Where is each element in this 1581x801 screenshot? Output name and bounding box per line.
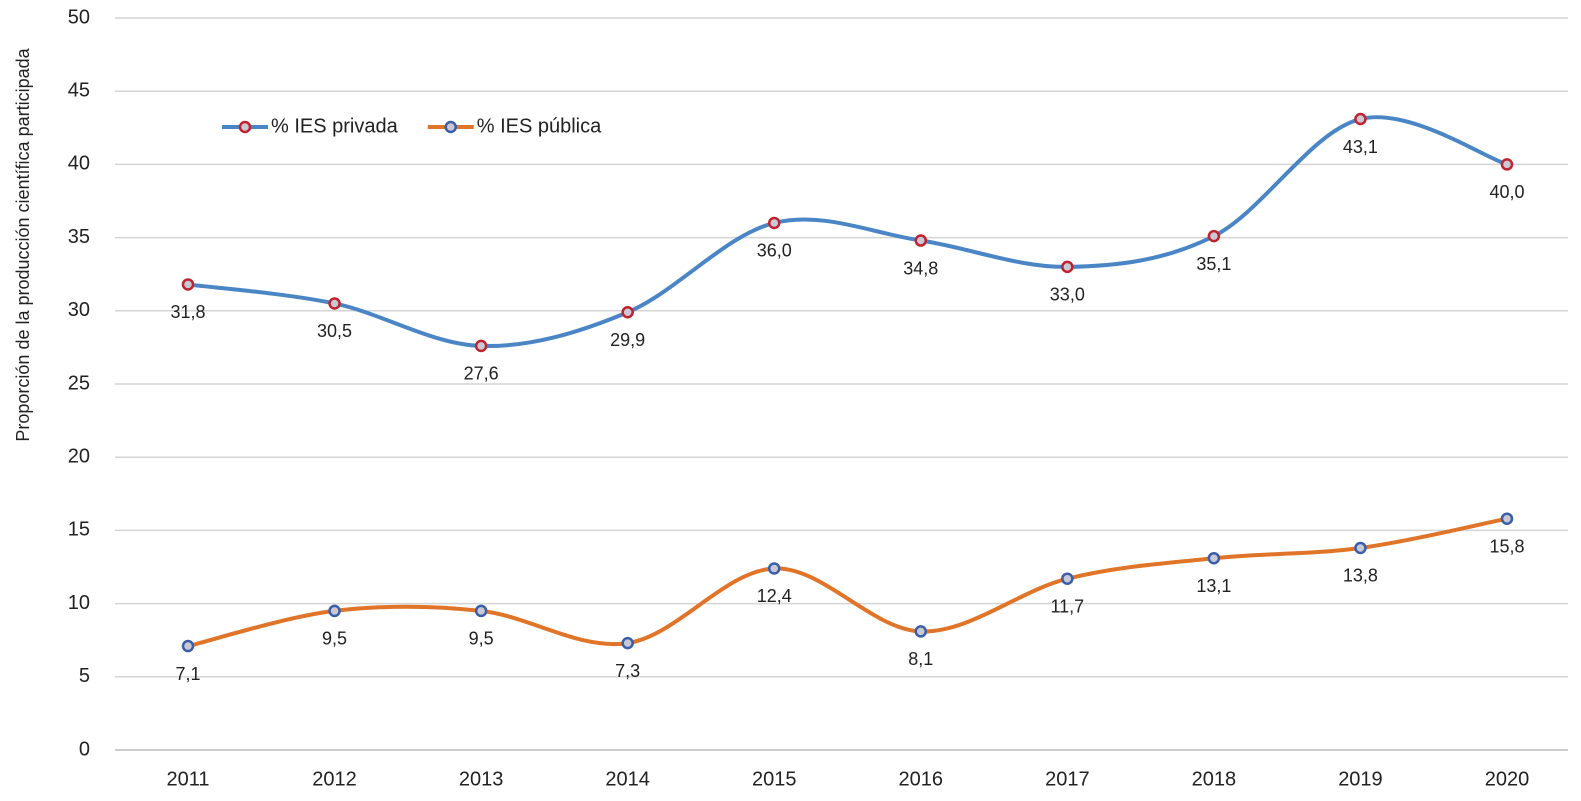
data-label: 29,9 [610, 330, 645, 350]
x-tick-label: 2019 [1338, 768, 1383, 790]
data-point [181, 278, 195, 291]
data-point [621, 636, 634, 650]
data-label: 13,8 [1343, 566, 1378, 586]
y-tick-label: 30 [68, 299, 90, 321]
y-tick-label: 15 [68, 519, 90, 541]
y-tick-label: 5 [79, 665, 90, 687]
data-point [1207, 551, 1221, 565]
y-axis-label: Proporción de la producción científica p… [13, 47, 33, 441]
data-label: 43,1 [1343, 137, 1378, 157]
data-label: 11,7 [1050, 596, 1084, 616]
data-label: 8,1 [908, 649, 933, 669]
data-label: 9,5 [469, 629, 494, 649]
series-line [187, 115, 1508, 348]
data-point [914, 234, 928, 247]
data-point [328, 297, 341, 310]
y-tick-label: 45 [68, 79, 90, 101]
data-point [1354, 112, 1367, 126]
data-point [1354, 541, 1367, 555]
data-label: 12,4 [757, 586, 792, 606]
x-tick-label: 2015 [752, 768, 797, 790]
x-tick-label: 2014 [605, 768, 650, 790]
x-tick-label: 2020 [1485, 768, 1530, 790]
x-tick-label: 2011 [166, 768, 209, 790]
data-label: 9,5 [322, 629, 347, 649]
data-point [474, 339, 488, 353]
data-label: 13,1 [1196, 576, 1231, 596]
legend-label: % IES pública [477, 115, 602, 137]
y-tick-label: 0 [79, 738, 90, 760]
data-point [1500, 158, 1514, 171]
data-point [1207, 229, 1221, 243]
x-tick-label: 2016 [899, 768, 944, 790]
y-tick-label: 40 [68, 153, 90, 175]
data-point [181, 639, 195, 653]
data-label: 7,3 [615, 661, 640, 681]
data-point [621, 306, 634, 319]
data-label: 33,0 [1050, 285, 1085, 305]
y-tick-label: 25 [68, 372, 90, 394]
y-tick-label: 35 [68, 226, 90, 248]
x-tick-label: 2013 [459, 768, 504, 790]
data-point [1061, 260, 1074, 274]
data-point [474, 604, 488, 618]
data-point [1061, 572, 1074, 585]
x-tick-label: 2012 [312, 768, 357, 790]
x-tick-label: 2017 [1045, 768, 1090, 790]
data-label: 31,8 [170, 302, 205, 322]
data-point [328, 604, 341, 618]
data-point [767, 562, 781, 575]
data-label: 35,1 [1196, 254, 1231, 274]
y-tick-label: 10 [68, 592, 90, 614]
data-label: 34,8 [903, 258, 938, 278]
y-tick-label: 50 [68, 6, 90, 28]
data-label: 7,1 [175, 664, 200, 684]
data-label: 27,6 [464, 364, 499, 384]
legend-marker [444, 120, 457, 134]
data-label: 30,5 [317, 321, 352, 341]
series-line [187, 516, 1508, 649]
data-point [914, 625, 928, 638]
data-point [1500, 512, 1514, 525]
data-point [767, 216, 781, 230]
y-tick-label: 20 [68, 445, 90, 467]
data-label: 15,8 [1489, 536, 1524, 556]
legend-label: % IES privada [271, 115, 399, 137]
data-label: 36,0 [757, 241, 792, 261]
legend-marker [238, 120, 252, 134]
data-label: 40,0 [1489, 182, 1524, 202]
x-tick-label: 2018 [1192, 768, 1237, 790]
